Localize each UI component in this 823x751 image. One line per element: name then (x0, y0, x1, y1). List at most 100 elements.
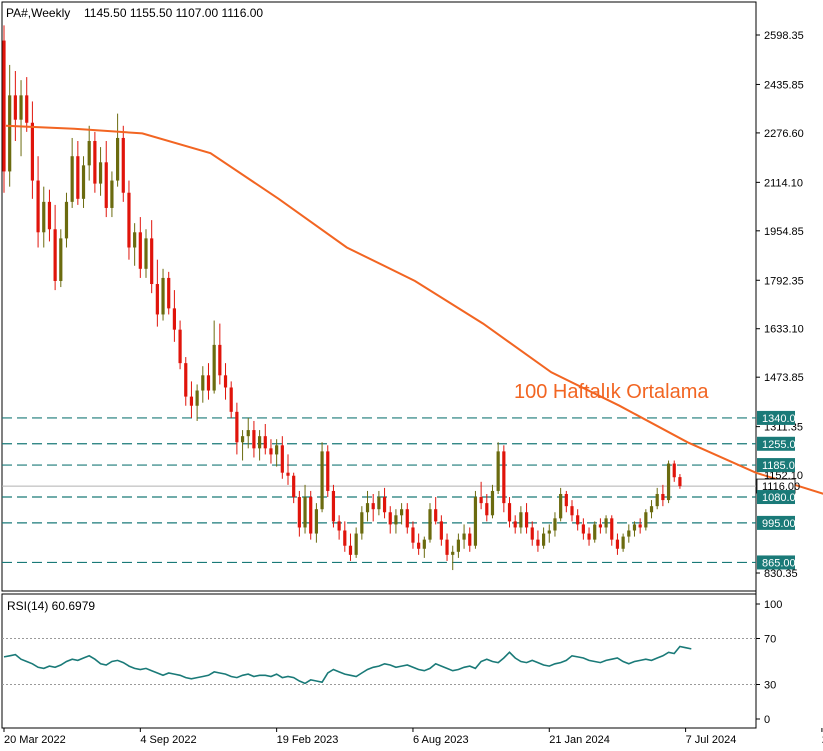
candle-body (184, 363, 188, 397)
candle (666, 460, 671, 504)
candle (155, 259, 159, 327)
candle (638, 518, 642, 534)
candle-body (229, 387, 233, 412)
time-tick-label: 4 Sep 2022 (140, 734, 196, 746)
level-tag-3 (757, 490, 795, 505)
rsi-label: RSI(14) 60.6979 (7, 599, 95, 613)
candle (496, 442, 500, 494)
candle (25, 77, 29, 132)
candle-body (445, 539, 449, 555)
time-tick-label: 19 Feb 2023 (277, 734, 339, 746)
candle-body (644, 512, 648, 528)
time-tick-label: 20 Mar 2022 (4, 734, 66, 746)
candle (513, 515, 517, 534)
candle (64, 192, 69, 248)
candle-body (155, 284, 159, 315)
candle-body (479, 497, 483, 504)
candle (326, 445, 330, 498)
candle-body (30, 122, 34, 181)
candle-body (649, 506, 654, 513)
candle (133, 223, 137, 266)
rsi-levels (2, 638, 756, 685)
candle-body (133, 232, 137, 248)
candle-body (394, 515, 398, 525)
candle (553, 512, 557, 537)
candle-body (98, 162, 103, 184)
rsi-line (3, 645, 692, 685)
candle-body (678, 477, 682, 487)
candle (212, 320, 216, 394)
candle (593, 521, 597, 543)
candle-body (610, 518, 614, 540)
candle-body (422, 539, 426, 549)
candle (121, 125, 125, 202)
candle (644, 509, 648, 531)
candle (456, 533, 460, 558)
candle (2, 25, 6, 193)
candle-body (195, 390, 199, 406)
candle-body (42, 201, 46, 233)
candle-body (309, 497, 313, 534)
candle (451, 545, 455, 571)
candle-body (576, 515, 580, 525)
candle-body (53, 229, 57, 281)
candle-body (439, 521, 443, 540)
candle-body (252, 430, 256, 449)
candle-body (559, 493, 563, 519)
candle (223, 363, 228, 400)
symbol-label: PA#,Weekly (6, 6, 70, 20)
support-resistance-levels (2, 417, 756, 564)
candle-body (297, 497, 301, 528)
candle-body (570, 506, 574, 516)
price-tick-label: 1633.10 (764, 324, 804, 336)
candle (547, 524, 551, 543)
candle (348, 533, 353, 561)
candle (468, 527, 472, 552)
price-tick-label: 2435.85 (764, 79, 804, 91)
candle-body (258, 436, 262, 449)
candle-body (326, 451, 330, 491)
ohlc-values: 1145.50 1155.50 1107.00 1116.00 (84, 6, 263, 20)
candle-body (76, 156, 80, 199)
candle-body (13, 95, 17, 120)
candle-body (655, 493, 659, 507)
candle (36, 156, 40, 248)
candle-body (116, 137, 120, 181)
candle (621, 533, 625, 552)
candle-body (365, 503, 370, 513)
candle-body (547, 530, 551, 534)
candle-body (263, 436, 267, 449)
candle-body (25, 95, 29, 123)
candle (519, 506, 523, 534)
candle (615, 533, 620, 555)
candle-body (303, 497, 307, 528)
candle (252, 420, 256, 458)
candle-body (564, 493, 568, 507)
candle (570, 500, 574, 522)
price-tick-label: 2598.35 (764, 30, 804, 42)
candle-body (348, 545, 353, 555)
candle-body (201, 375, 205, 391)
candle (235, 402, 239, 455)
ma-annotation: 100 Haftalık Ortalama (514, 381, 709, 403)
level-tag-2 (757, 458, 795, 473)
level-label-4: 995.00 (762, 518, 796, 530)
time-axis: 20 Mar 2022 4 Sep 2022 19 Feb 2023 6 Aug 20… (3, 728, 823, 746)
candle-body (218, 344, 222, 376)
candle-body (377, 497, 381, 510)
candle-body (672, 463, 676, 478)
candle-body (598, 524, 602, 528)
level-label-1: 1255.00 (762, 439, 802, 451)
candle (70, 137, 74, 208)
candle (19, 80, 23, 157)
time-tick-label: 21 Jan 2024 (549, 734, 610, 746)
candle-body (513, 521, 517, 528)
candle-body (19, 95, 23, 120)
candle (138, 217, 142, 278)
level-tag-4 (757, 515, 795, 530)
candle (524, 503, 529, 534)
price-axis: 2598.35 2435.85 2276.60 2114.10 1954.85 1792.… (756, 30, 804, 580)
candle (240, 430, 245, 461)
candle (394, 509, 398, 534)
candle-body (638, 524, 642, 528)
